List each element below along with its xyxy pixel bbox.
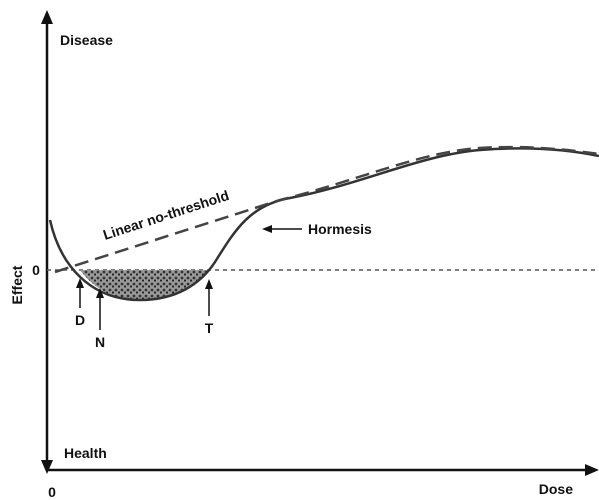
y-top-label: Disease [60, 32, 113, 48]
arrow-right [585, 464, 599, 476]
n-arrow-head [96, 288, 104, 298]
d-label: D [75, 312, 85, 328]
y-title: Effect [9, 265, 25, 304]
t-arrow-head [205, 279, 213, 289]
hormesis-label: Hormesis [308, 221, 372, 237]
linear-label: Linear no-threshold [101, 187, 231, 243]
hormesis-arrow-head [262, 225, 272, 233]
arrow-down [41, 460, 53, 474]
y-zero-label: 0 [32, 262, 40, 278]
t-label: T [205, 320, 214, 336]
linear-curve [54, 145, 599, 274]
x-title: Dose [539, 481, 573, 497]
y-bottom-label: Health [64, 445, 107, 461]
arrow-up [41, 10, 53, 24]
hormesis-curve [48, 147, 599, 302]
x-origin-label: 0 [48, 484, 56, 500]
n-label: N [95, 334, 105, 350]
d-arrow-head [76, 278, 84, 288]
